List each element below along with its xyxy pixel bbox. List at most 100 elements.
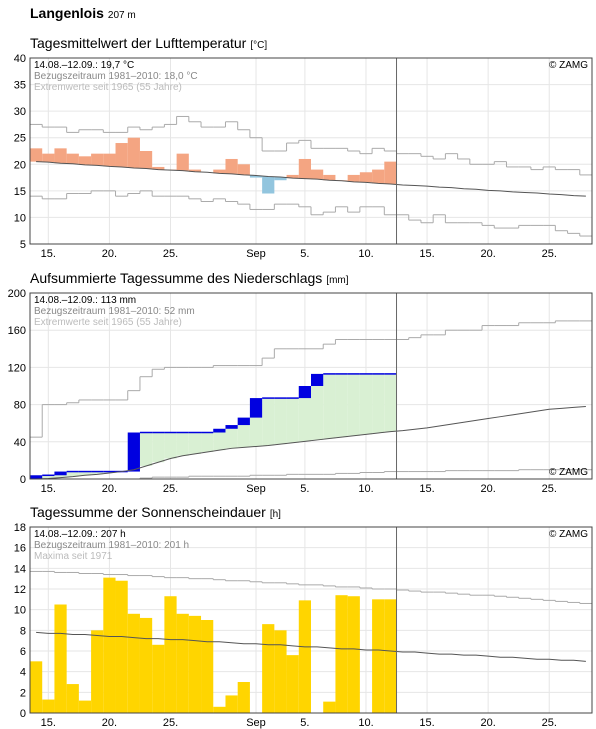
y-tick-label: 18 [14, 522, 26, 534]
normal-line [36, 161, 586, 197]
chart-title-text: Aufsummierte Tagessumme des Niederschlag… [30, 270, 322, 286]
annotation: Bezugszeitraum 1981–2010: 18,0 °C [34, 71, 198, 82]
bar [213, 706, 226, 713]
x-tick-label: Sep [246, 717, 266, 729]
chart-title: Tagesmittelwert der Lufttemperatur [°C] [30, 35, 267, 51]
anomaly-bar [152, 166, 165, 170]
x-tick-label: 25. [163, 248, 178, 260]
deviation-area [372, 373, 385, 433]
bar [201, 620, 214, 713]
x-tick-label: 25. [163, 483, 178, 495]
y-tick-label: 15 [14, 186, 26, 198]
anomaly-bar [286, 174, 299, 179]
x-tick-label: 20. [481, 717, 496, 729]
anomaly-bar [237, 164, 250, 175]
x-tick-label: 10. [358, 717, 373, 729]
bar [323, 701, 336, 713]
deviation-area [359, 373, 373, 435]
normal-line [36, 405, 586, 480]
x-tick-label: 5. [300, 248, 309, 260]
deviation-area [201, 432, 214, 453]
y-tick-label: 40 [14, 53, 26, 65]
deviation-area [286, 398, 299, 443]
y-tick-label: 0 [20, 708, 26, 720]
x-tick-label: 15. [419, 248, 434, 260]
y-tick-label: 25 [14, 133, 26, 145]
anomaly-bar [347, 174, 360, 182]
deviation-area [78, 471, 92, 476]
x-tick-label: 20. [481, 248, 496, 260]
anomaly-bar [188, 169, 202, 172]
anomaly-bar [176, 153, 189, 171]
x-tick-label: 20. [102, 717, 117, 729]
bar [164, 596, 177, 713]
annotation: 14.08.–12.09.: 113 mm [34, 295, 136, 306]
anomaly-bar [115, 143, 128, 167]
anomaly-bar [127, 137, 140, 169]
y-tick-label: 20 [14, 159, 26, 171]
chart-title: Tagessumme der Sonnenscheindauer [h] [30, 504, 281, 520]
plot-frame [29, 526, 593, 714]
chart-unit: [mm] [326, 275, 348, 286]
bar [78, 700, 92, 713]
bar [152, 644, 165, 713]
anomaly-bar [384, 161, 397, 184]
bar [372, 599, 385, 713]
bar [30, 661, 43, 713]
x-tick-label: 20. [102, 483, 117, 495]
anomaly-bar [54, 148, 67, 164]
y-tick-label: 5 [20, 239, 26, 251]
bar [139, 617, 153, 713]
deviation-area [335, 373, 348, 438]
deviation-area [298, 386, 311, 442]
deviation-area [347, 373, 360, 436]
daily-increment [54, 471, 67, 476]
copyright: © ZAMG [549, 529, 588, 540]
deviation-area [139, 432, 153, 466]
bar [225, 695, 238, 713]
x-tick-label: 5. [300, 483, 309, 495]
daily-increment [237, 417, 250, 426]
x-tick-label: 20. [481, 483, 496, 495]
annotation: 14.08.–12.09.: 19,7 °C [34, 60, 134, 71]
y-tick-label: 2 [20, 687, 26, 699]
x-tick-label: 15. [419, 483, 434, 495]
y-tick-label: 160 [8, 325, 26, 337]
chart-panel: Tagessumme der Sonnenscheindauer [h] 0 2 4 6 8… [14, 504, 593, 729]
deviation-area [152, 432, 165, 463]
daily-increment [30, 475, 43, 479]
anomaly-bar [139, 151, 153, 169]
annotation: Extremwerte seit 1965 (55 Jahre) [34, 317, 182, 328]
y-tick-label: 120 [8, 362, 26, 374]
anomaly-bar [311, 169, 324, 180]
deviation-area [66, 471, 79, 477]
deviation-area [274, 398, 287, 445]
chart-panel: Tagesmittelwert der Lufttemperatur [°C] 5 1… [14, 35, 593, 260]
x-tick-label: 15. [41, 483, 56, 495]
deviation-area [176, 432, 189, 456]
bar [262, 624, 275, 713]
annotation: Bezugszeitraum 1981–2010: 52 mm [34, 306, 195, 317]
station-header: Langenlois 207 m [30, 5, 136, 21]
plot-frame [29, 292, 593, 480]
x-tick-label: 15. [419, 717, 434, 729]
bar [103, 577, 116, 713]
x-tick-label: 5. [300, 717, 309, 729]
deviation-area [311, 373, 324, 440]
anomaly-bar [298, 158, 311, 179]
chart-panel: Aufsummierte Tagessumme des Niederschlag… [8, 270, 593, 495]
anomaly-bar [103, 153, 116, 167]
normal-line [36, 631, 586, 662]
x-tick-label: 15. [41, 248, 56, 260]
bar [347, 596, 360, 713]
anomaly-bar [225, 158, 238, 174]
anomaly-bar [274, 177, 287, 181]
y-tick-label: 10 [14, 605, 26, 617]
x-tick-label: 25. [542, 483, 557, 495]
x-tick-label: 10. [358, 483, 373, 495]
x-tick-label: Sep [246, 248, 266, 260]
bar [176, 613, 189, 713]
annotation: Bezugszeitraum 1981–2010: 201 h [34, 540, 189, 551]
daily-increment [127, 432, 140, 472]
